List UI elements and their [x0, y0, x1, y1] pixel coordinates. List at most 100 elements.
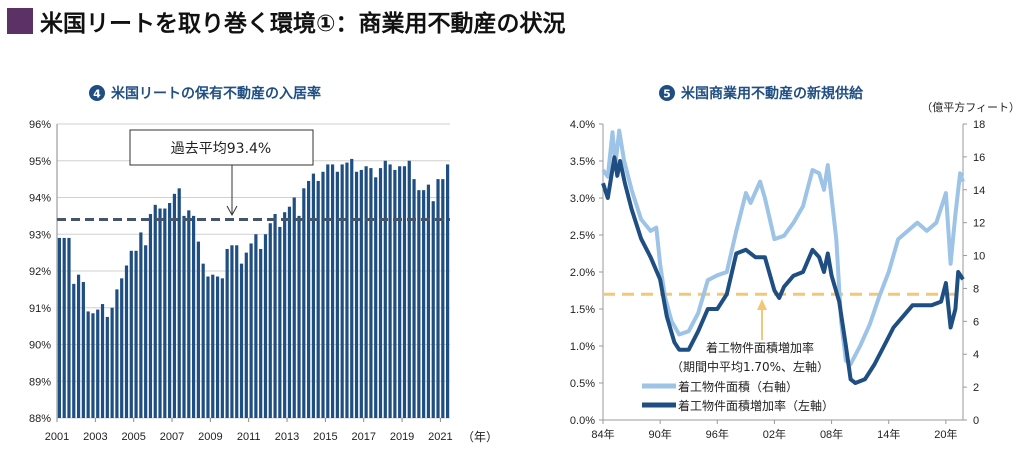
bar [196, 241, 200, 418]
average-callout-box [129, 129, 314, 166]
bar [110, 307, 114, 418]
bar [302, 188, 306, 418]
bar [287, 206, 292, 418]
x-tick-label: 2003 [83, 431, 107, 443]
bar [254, 234, 258, 418]
y-tick-label: 92% [29, 266, 51, 278]
x-tick-label: 2005 [121, 431, 145, 443]
x-tick-label: 2017 [351, 431, 375, 443]
legend: 着工物件面積（右軸） 着工物件面積増加率（左軸） [642, 379, 834, 413]
bar [172, 193, 177, 418]
bar [426, 184, 431, 418]
bar [340, 164, 344, 418]
bar [230, 245, 234, 418]
left-tick-label: 0.0% [570, 415, 595, 427]
bar [292, 197, 296, 418]
bar [398, 166, 402, 418]
bar [81, 282, 85, 418]
bar [330, 164, 335, 418]
x-tick-label: 20年 [934, 427, 957, 441]
y-tick-label: 91% [29, 303, 51, 315]
bar [441, 179, 445, 418]
bar [278, 226, 282, 418]
bar [220, 278, 224, 418]
x-axis-unit: （年） [462, 430, 498, 444]
legend-label-growth: 着工物件面積増加率（左軸） [678, 398, 834, 413]
chart-title: 米国商業用不動産の新規供給 [681, 85, 864, 102]
legend-label-area: 着工物件面積（右軸） [678, 379, 798, 394]
right-tick-label: 16 [973, 152, 985, 164]
bar [153, 204, 157, 418]
y-tick-label: 88% [29, 413, 51, 425]
bar [67, 237, 71, 418]
title-marker [7, 8, 33, 34]
bar [249, 243, 253, 418]
right-axis-unit: （億平方フィート） [921, 100, 1020, 114]
bar [297, 215, 301, 418]
bar [158, 208, 162, 418]
bar [283, 212, 287, 418]
average-label-line1: 着工物件面積増加率 [706, 340, 814, 355]
left-tick-label: 3.0% [570, 193, 595, 205]
chart-number-badge [89, 85, 105, 101]
bar [369, 168, 373, 418]
x-tick-label: 2001 [45, 431, 69, 443]
series-line-area [601, 128, 965, 367]
bar [168, 203, 172, 418]
bar [378, 168, 383, 418]
bar [359, 169, 363, 418]
bar [134, 250, 138, 418]
bar [100, 304, 105, 418]
bar [345, 162, 349, 418]
bar [62, 237, 66, 418]
chart-number: 4 [93, 88, 101, 101]
bar [139, 232, 143, 418]
bar [72, 283, 76, 418]
bar [273, 214, 277, 418]
bar [374, 177, 378, 418]
right-tick-label: 4 [973, 349, 979, 361]
bar [316, 180, 320, 418]
bar [436, 179, 440, 418]
left-tick-label: 4.0% [570, 119, 595, 131]
bar [307, 180, 311, 418]
right-tick-label: 14 [973, 185, 985, 197]
x-tick-label: 2021 [428, 431, 452, 443]
right-tick-label: 8 [973, 283, 979, 295]
bar [148, 214, 153, 418]
bar [120, 278, 124, 418]
average-arrow-head [757, 299, 767, 310]
bar [259, 248, 263, 418]
left-tick-label: 0.5% [570, 378, 595, 390]
y-tick-label: 94% [29, 193, 51, 205]
chart-number: 5 [663, 88, 671, 101]
x-tick-label: 2007 [160, 431, 184, 443]
bar [211, 274, 215, 418]
x-tick-label: 2009 [198, 431, 222, 443]
right-tick-label: 0 [973, 415, 979, 427]
right-tick-label: 10 [973, 251, 985, 263]
y-tick-label: 95% [29, 156, 51, 168]
y-tick-label: 93% [29, 229, 51, 241]
left-tick-label: 2.0% [570, 267, 595, 279]
bar [144, 245, 148, 418]
bar [76, 274, 81, 418]
bar [383, 160, 387, 418]
y-tick-label: 90% [29, 340, 51, 352]
y-tick-label: 96% [29, 119, 51, 131]
chart-title: 米国リートの保有不動産の入居率 [111, 85, 321, 102]
supply-chart: 5 米国商業用不動産の新規供給 （億平方フィート） 0.0% 0.5% 1.0% 1.… [570, 85, 1020, 441]
bar [388, 164, 392, 418]
series-line-growth [601, 155, 965, 385]
bar [163, 208, 167, 418]
x-tick-label: 02年 [763, 427, 786, 441]
bar [96, 309, 100, 418]
bar [239, 263, 244, 418]
right-tick-label: 18 [973, 119, 985, 131]
x-tick-label: 08年 [820, 427, 843, 441]
x-tick-label: 2011 [237, 431, 261, 443]
bar [129, 250, 133, 418]
bar [124, 265, 129, 418]
x-tick-label: 2013 [275, 431, 299, 443]
